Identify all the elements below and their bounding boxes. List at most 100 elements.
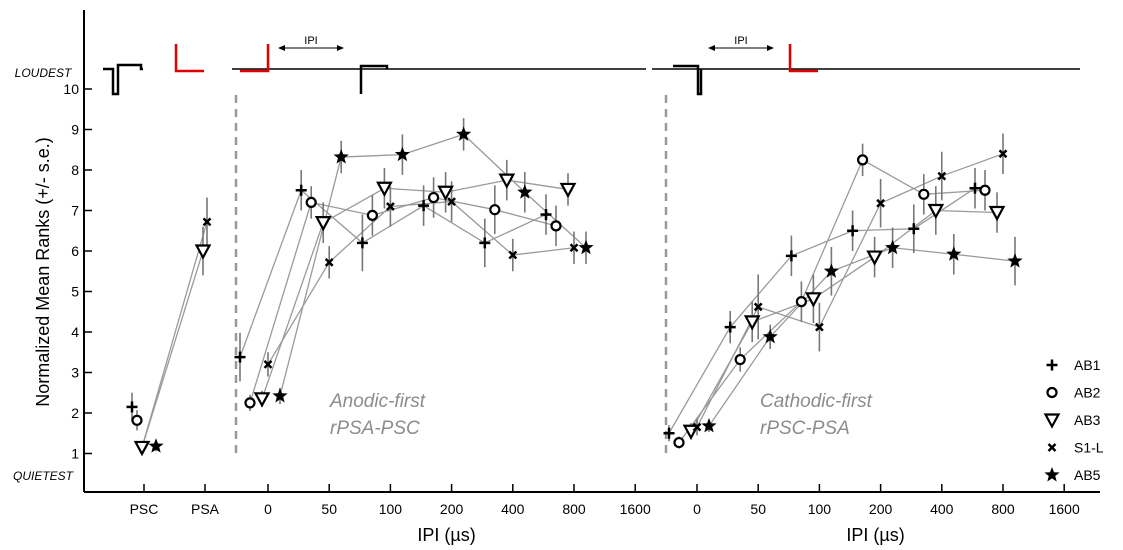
point-s1-l-cathodic <box>998 149 1008 159</box>
point-ab2-anodic <box>550 220 562 232</box>
point-s1-l-anodic <box>508 250 518 260</box>
legend-label-ab3: AB3 <box>1074 412 1101 428</box>
legend: AB1 AB2 AB3 S1-L AB5 <box>1043 357 1104 483</box>
point-ab3-anodic <box>376 181 393 198</box>
x-tick-label: 100 <box>808 501 832 517</box>
point-ab2-cathodic <box>979 184 991 196</box>
y-tick-label: 3 <box>71 365 79 381</box>
point-ab3-anodic <box>498 173 516 189</box>
point-ab5-cathodic <box>762 328 778 344</box>
y-tick-label: 4 <box>71 324 79 340</box>
series-line-ab1-cathodic <box>668 187 976 434</box>
y-tick-label: 10 <box>63 81 79 97</box>
legend-label-s1-l: S1-L <box>1074 440 1104 456</box>
x-tick-label: 800 <box>562 501 586 517</box>
x-axis-title-anodic: IPI (µs) <box>417 525 475 545</box>
point-ab1-anodic <box>479 237 491 249</box>
region-label-anodic-line2: rPSA-PSC <box>330 418 420 439</box>
legend-marker-ab2 <box>1046 386 1058 399</box>
legend-marker-ab5 <box>1044 467 1060 482</box>
x-tick-label: 0 <box>264 501 272 517</box>
point-ab5-cathodic <box>823 263 840 278</box>
point-ab2-control <box>131 414 143 426</box>
point-ab3-anodic <box>253 392 271 408</box>
x-tick-label-psc: PSC <box>130 501 159 517</box>
point-ab2-cathodic <box>856 154 869 166</box>
x-tick-label: 100 <box>379 501 403 517</box>
point-ab3-anodic <box>314 216 332 232</box>
point-ab1-control <box>126 401 138 413</box>
point-s1-l-anodic <box>324 257 334 267</box>
point-ab5-cathodic <box>701 417 717 433</box>
legend-marker-ab1 <box>1046 359 1058 371</box>
y-tick-label: 2 <box>71 405 79 421</box>
loudest-label: LOUDEST <box>15 66 73 80</box>
series-line-ab5-cathodic <box>708 247 1016 427</box>
anodic-first-pulse <box>240 44 270 73</box>
series-lines <box>141 133 1016 448</box>
x-tick-label: 400 <box>930 501 954 517</box>
cathodic-first-pulse <box>673 64 703 96</box>
x-tick-label: 1600 <box>1049 501 1080 517</box>
psc-waveform <box>103 63 143 96</box>
point-ab2-cathodic <box>673 436 685 449</box>
ipi-label-cathodic: IPI <box>734 35 747 47</box>
quietest-label: QUIETEST <box>13 469 75 483</box>
point-ab5-cathodic <box>1007 253 1023 268</box>
ipi-arrowhead <box>708 45 715 51</box>
ipi-label-anodic: IPI <box>304 35 317 47</box>
x-tick-label: 0 <box>693 501 701 517</box>
point-ab1-cathodic <box>785 250 797 262</box>
point-ab1-cathodic <box>847 225 859 237</box>
pulse-waveforms: IPI IPI <box>103 35 1080 96</box>
point-ab5-anodic <box>272 387 288 403</box>
series-line-ab2-anodic <box>249 196 557 404</box>
point-ab5-cathodic <box>946 246 962 261</box>
y-axis-title: Normalized Mean Ranks (+/- s.e.) <box>33 137 53 407</box>
point-ab5-control <box>148 438 164 453</box>
point-ab5-anodic <box>578 239 594 255</box>
legend-label-ab2: AB2 <box>1074 385 1101 401</box>
axes: 1 2 3 4 5 6 7 8 9 10 Normalized Mean Ranks (+/- s.… <box>13 10 1100 545</box>
point-ab1-anodic <box>234 351 246 363</box>
ipi-arrowhead <box>767 45 774 51</box>
point-ab5-anodic <box>394 146 411 162</box>
x-tick-label: 50 <box>750 501 766 517</box>
point-ab3-control <box>194 244 212 260</box>
region-label-cathodic-line1: Cathodic-first <box>760 391 873 412</box>
point-s1-l-anodic <box>263 360 273 369</box>
point-ab1-anodic <box>418 200 430 212</box>
series-line-ab1-anodic <box>239 189 547 358</box>
region-label-cathodic-line2: rPSC-PSA <box>760 418 850 439</box>
x-tick-label: 200 <box>869 501 893 517</box>
x-tick-label-psa: PSA <box>191 501 220 517</box>
legend-marker-ab3 <box>1043 413 1061 429</box>
y-tick-label: 5 <box>71 284 79 300</box>
ipi-arrowhead <box>337 45 344 51</box>
legend-marker-s1-l <box>1047 443 1057 452</box>
point-ab2-anodic <box>305 196 317 208</box>
ipi-arrowhead <box>278 45 285 51</box>
point-ab1-anodic <box>356 237 368 249</box>
point-ab3-anodic <box>437 185 454 202</box>
point-ab2-cathodic <box>795 296 808 308</box>
series-line-ab3-anodic <box>261 179 569 400</box>
point-ab2-cathodic <box>918 188 930 200</box>
legend-label-ab5: AB5 <box>1074 467 1101 483</box>
point-ab5-anodic <box>517 184 533 199</box>
point-ab5-cathodic <box>884 239 901 255</box>
y-tick-label: 1 <box>71 446 79 462</box>
point-ab2-anodic <box>428 191 440 204</box>
point-ab3-control <box>133 440 151 457</box>
point-ab5-anodic <box>333 149 349 164</box>
point-s1-l-anodic <box>386 202 395 211</box>
point-ab1-anodic <box>540 209 552 221</box>
error-bars <box>131 118 1016 454</box>
point-ab2-anodic <box>366 209 378 221</box>
control-connector <box>141 221 208 448</box>
point-ab3-cathodic <box>743 315 761 331</box>
point-ab1-cathodic <box>724 321 736 333</box>
point-ab1-cathodic <box>969 182 981 194</box>
point-ab3-cathodic <box>805 292 822 308</box>
point-s1-l-cathodic <box>815 322 824 332</box>
